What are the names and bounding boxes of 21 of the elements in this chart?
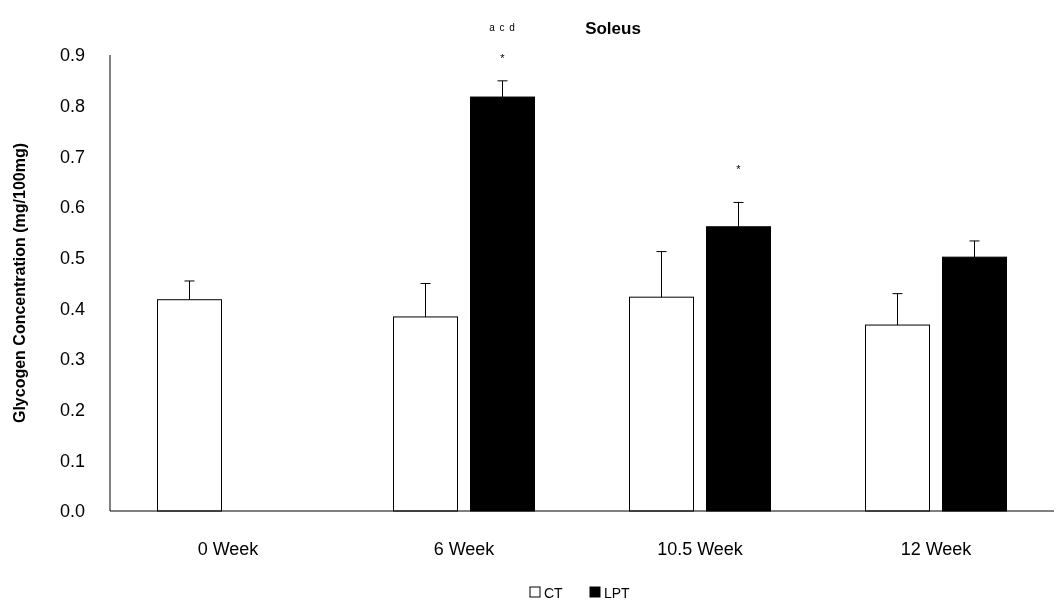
- y-tick-label: 0.6: [59, 197, 85, 218]
- y-tick-label: 0.7: [59, 146, 85, 167]
- annotation: *: [736, 163, 742, 175]
- y-tick-label: 0.8: [59, 95, 85, 116]
- y-tick-label: 0.1: [59, 450, 85, 471]
- y-axis-title: Glycogen Concentration (mg/100mg): [11, 142, 28, 424]
- y-tick-label: 0.4: [59, 298, 85, 319]
- x-tick-label: 0 Week: [197, 539, 260, 559]
- annotation: *: [500, 52, 506, 64]
- chart-title: Soleus: [585, 19, 641, 38]
- y-tick-label: 0.9: [59, 45, 85, 66]
- y-tick-label: 0.3: [59, 349, 85, 370]
- y-tick-label: 0.0: [59, 501, 85, 522]
- text: a c d: [489, 22, 516, 33]
- y-tick-label: 0.5: [59, 247, 85, 268]
- x-tick-label: 6 Week: [433, 539, 496, 559]
- x-tick-label: 10.5 Week: [657, 539, 744, 559]
- legend-label: CT: [544, 585, 564, 601]
- x-tick-label: 12 Week: [900, 539, 973, 559]
- legend-label: LPT: [604, 585, 631, 601]
- y-tick-label: 0.2: [59, 399, 85, 420]
